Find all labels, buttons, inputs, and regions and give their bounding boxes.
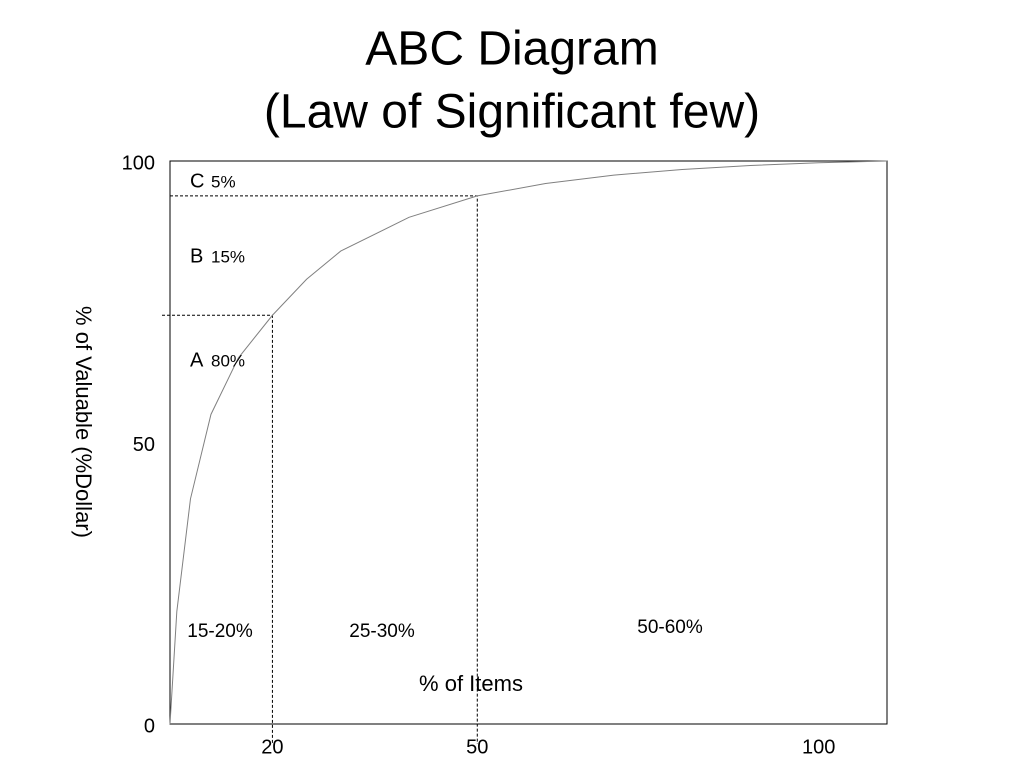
reference-line <box>162 314 273 744</box>
y-tick-label: 50 <box>133 434 155 456</box>
x-tick-label: 100 <box>802 736 835 758</box>
zone-name: B <box>190 245 203 267</box>
zone-share: 5% <box>211 172 236 191</box>
zone-name: A <box>190 349 204 371</box>
y-axis-label: % of Valuable (%Dollar) <box>71 306 96 538</box>
x-tick-label: 50 <box>466 736 488 758</box>
item-share: 25-30% <box>349 621 415 642</box>
x-axis-label: % of Items <box>419 671 523 696</box>
reference-line <box>170 195 478 744</box>
y-tick-label: 100 <box>122 152 155 174</box>
zone-share: 15% <box>211 247 245 266</box>
item-share: 50-60% <box>637 617 703 638</box>
chart-title: ABC Diagram <box>365 23 658 76</box>
plot-frame <box>169 160 888 725</box>
zone-name: C <box>190 170 204 192</box>
x-tick-label: 20 <box>261 736 283 758</box>
chart-title: (Law of Significant few) <box>264 86 760 139</box>
curve <box>169 160 888 725</box>
zone-share: 80% <box>211 351 245 370</box>
item-share: 15-20% <box>187 621 253 642</box>
y-tick-label: 0 <box>144 715 155 737</box>
